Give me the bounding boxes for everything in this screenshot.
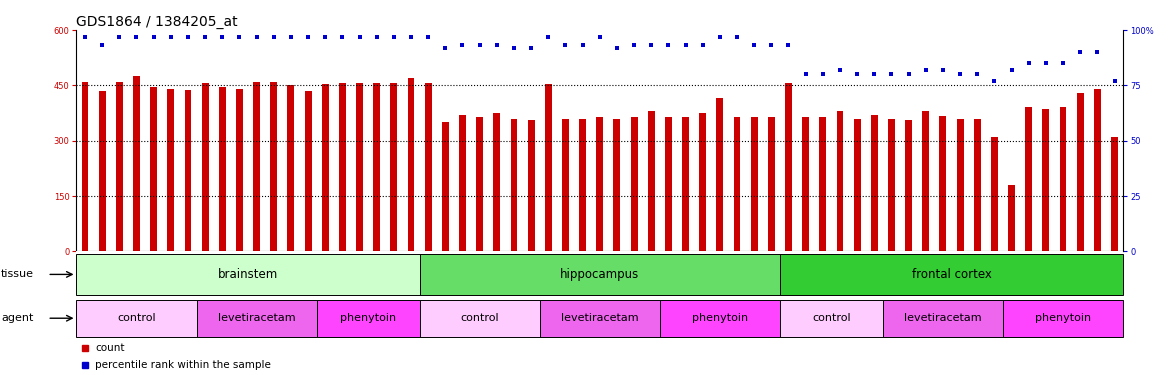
Bar <box>494 113 500 251</box>
Bar <box>940 116 947 251</box>
Bar <box>922 111 929 251</box>
Bar <box>1042 110 1049 251</box>
Bar <box>888 118 895 251</box>
Bar <box>991 137 997 251</box>
Bar <box>219 87 226 251</box>
Bar <box>854 118 861 251</box>
Bar <box>253 82 260 251</box>
Bar <box>630 117 637 251</box>
Text: phenytoin: phenytoin <box>340 313 396 323</box>
Bar <box>133 76 140 251</box>
Bar <box>734 117 741 251</box>
Bar <box>1077 93 1083 251</box>
Bar <box>459 115 466 251</box>
Bar <box>906 120 913 251</box>
Bar <box>956 118 963 251</box>
Bar <box>871 115 877 251</box>
Bar <box>682 117 689 251</box>
Bar <box>99 91 106 251</box>
Text: agent: agent <box>1 313 34 323</box>
Text: percentile rank within the sample: percentile rank within the sample <box>95 360 272 370</box>
Text: control: control <box>813 313 850 323</box>
Bar <box>768 117 775 251</box>
Text: GDS1864 / 1384205_at: GDS1864 / 1384205_at <box>76 15 238 29</box>
Bar <box>596 117 603 251</box>
Bar <box>664 117 671 251</box>
Bar <box>76 300 196 337</box>
Bar <box>76 254 420 295</box>
Bar <box>81 82 88 251</box>
Bar <box>780 300 883 337</box>
Bar <box>544 84 552 251</box>
Bar <box>305 91 312 251</box>
Bar <box>476 117 483 251</box>
Bar <box>322 84 328 251</box>
Text: control: control <box>118 313 155 323</box>
Bar <box>648 111 655 251</box>
Text: brainstem: brainstem <box>218 268 279 281</box>
Bar <box>425 84 432 251</box>
Text: tissue: tissue <box>0 269 34 279</box>
Bar <box>270 82 278 251</box>
Text: phenytoin: phenytoin <box>1035 313 1091 323</box>
Bar <box>1111 137 1118 251</box>
Bar <box>528 120 535 251</box>
Bar <box>167 89 174 251</box>
Bar <box>1094 89 1101 251</box>
Bar <box>1025 108 1033 251</box>
Bar <box>786 84 791 251</box>
Bar <box>700 113 706 251</box>
Bar <box>339 84 346 251</box>
Bar <box>151 87 158 251</box>
Text: phenytoin: phenytoin <box>691 313 748 323</box>
Bar <box>420 300 540 337</box>
Bar <box>316 300 420 337</box>
Bar <box>356 84 363 251</box>
Bar <box>750 117 757 251</box>
Bar <box>1003 300 1123 337</box>
Bar <box>562 118 569 251</box>
Text: control: control <box>460 313 499 323</box>
Text: frontal cortex: frontal cortex <box>911 268 991 281</box>
Bar <box>820 117 827 251</box>
Text: hippocampus: hippocampus <box>560 268 640 281</box>
Bar <box>510 118 517 251</box>
Bar <box>420 254 780 295</box>
Text: levetiracetam: levetiracetam <box>561 313 639 323</box>
Bar <box>1008 185 1015 251</box>
Bar <box>185 90 192 251</box>
Bar <box>614 118 621 251</box>
Bar <box>196 300 316 337</box>
Bar <box>442 122 449 251</box>
Bar <box>116 82 122 251</box>
Bar <box>373 84 380 251</box>
Bar <box>974 118 981 251</box>
Bar <box>540 300 660 337</box>
Bar <box>836 111 843 251</box>
Bar <box>202 84 208 251</box>
Text: count: count <box>95 343 125 353</box>
Text: levetiracetam: levetiracetam <box>904 313 982 323</box>
Text: levetiracetam: levetiracetam <box>218 313 295 323</box>
Bar <box>660 300 780 337</box>
Bar <box>408 78 414 251</box>
Bar <box>802 117 809 251</box>
Bar <box>883 300 1003 337</box>
Bar <box>390 83 397 251</box>
Bar <box>780 254 1123 295</box>
Bar <box>236 89 243 251</box>
Bar <box>1060 108 1067 251</box>
Bar <box>579 118 586 251</box>
Bar <box>716 98 723 251</box>
Bar <box>287 85 294 251</box>
